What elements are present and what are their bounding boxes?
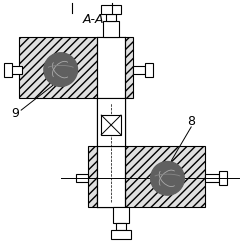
Bar <box>97 37 125 98</box>
Bar <box>145 63 153 77</box>
Text: 8: 8 <box>187 114 195 128</box>
Text: A-A: A-A <box>83 13 105 26</box>
Bar <box>133 66 145 74</box>
Circle shape <box>151 162 184 195</box>
Text: 9: 9 <box>11 107 19 120</box>
Bar <box>19 37 133 98</box>
Bar <box>219 171 227 185</box>
Bar <box>101 115 121 135</box>
Bar <box>205 174 219 182</box>
Bar <box>97 98 125 146</box>
Bar <box>88 146 205 207</box>
Bar <box>97 98 125 207</box>
Bar <box>4 63 12 77</box>
Bar <box>97 146 125 207</box>
Bar <box>76 174 88 182</box>
Bar <box>116 223 126 230</box>
Bar <box>111 230 131 239</box>
Bar <box>10 66 22 74</box>
Bar <box>106 14 116 21</box>
Bar <box>103 21 119 37</box>
Circle shape <box>44 53 77 87</box>
Bar <box>101 5 121 14</box>
Bar <box>113 207 129 223</box>
